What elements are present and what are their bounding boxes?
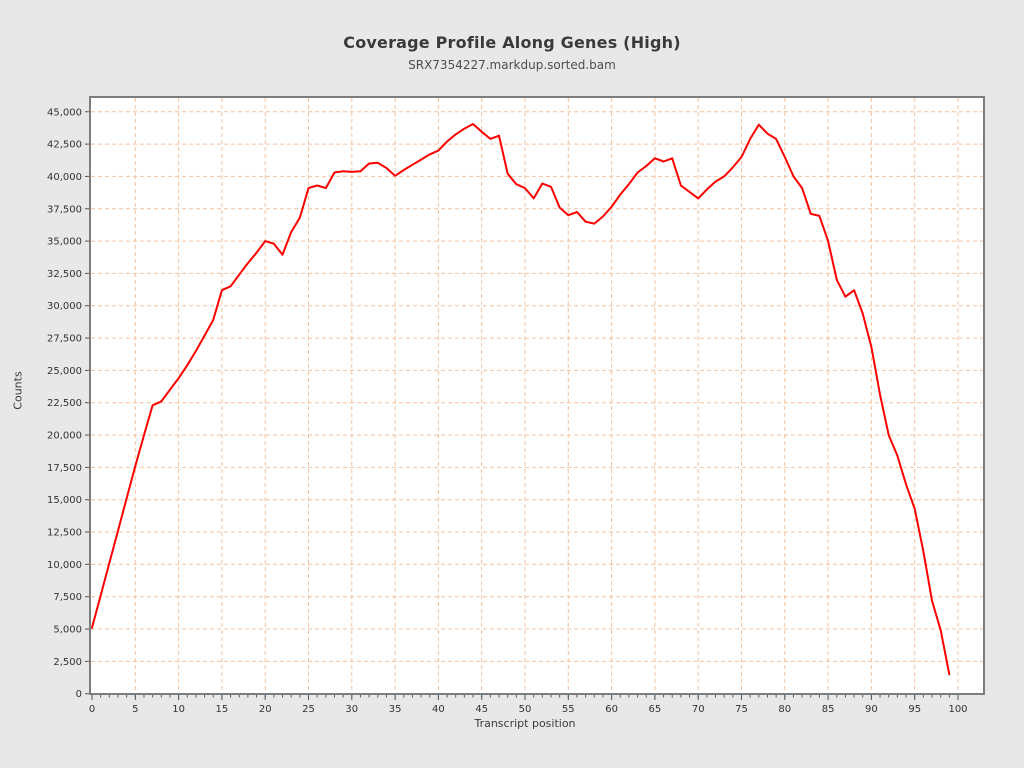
chart-title: Coverage Profile Along Genes (High)	[343, 33, 681, 52]
y-tick-label: 42,500	[47, 140, 82, 151]
x-tick-label: 90	[865, 704, 878, 715]
y-tick-label: 12,500	[47, 528, 82, 539]
y-tick-label: 37,500	[47, 204, 82, 215]
y-tick-label: 35,000	[47, 237, 82, 248]
y-tick-label: 10,000	[47, 560, 82, 571]
y-tick-label: 5,000	[53, 625, 82, 636]
y-tick-label: 27,500	[47, 334, 82, 345]
x-tick-label: 100	[948, 704, 967, 715]
x-tick-label: 35	[389, 704, 402, 715]
x-tick-label: 5	[132, 704, 138, 715]
y-tick-label: 7,500	[53, 592, 82, 603]
coverage-line	[91, 123, 951, 676]
x-axis-ticks	[91, 695, 959, 700]
x-tick-label: 30	[345, 704, 358, 715]
x-tick-label: 20	[259, 704, 272, 715]
y-axis-ticks	[85, 111, 89, 695]
y-tick-label: 32,500	[47, 269, 82, 280]
y-tick-label: 45,000	[47, 107, 82, 118]
y-tick-label: 17,500	[47, 463, 82, 474]
x-axis-label: Transcript position	[474, 717, 576, 730]
y-tick-label: 22,500	[47, 398, 82, 409]
chart-subtitle: SRX7354227.markdup.sorted.bam	[408, 58, 616, 72]
x-tick-label: 55	[562, 704, 575, 715]
x-tick-label: 50	[519, 704, 532, 715]
y-tick-label: 25,000	[47, 366, 82, 377]
x-tick-label: 25	[302, 704, 315, 715]
x-tick-label: 45	[475, 704, 488, 715]
x-tick-label: 70	[692, 704, 705, 715]
x-tick-label: 40	[432, 704, 445, 715]
x-tick-label: 85	[822, 704, 835, 715]
grid-lines	[91, 98, 983, 693]
y-axis-label: Counts	[11, 371, 25, 410]
y-tick-label: 40,000	[47, 172, 82, 183]
x-tick-label: 0	[89, 704, 95, 715]
y-tick-labels: 0 2,500 5,000 7,500 10,000 12,500 15,000 17,500…	[47, 107, 82, 700]
plot-area	[89, 96, 985, 695]
x-tick-label: 95	[908, 704, 921, 715]
x-tick-label: 60	[605, 704, 618, 715]
x-tick-label: 80	[778, 704, 791, 715]
y-tick-label: 20,000	[47, 431, 82, 442]
y-tick-label: 15,000	[47, 495, 82, 506]
x-tick-label: 65	[649, 704, 662, 715]
x-tick-label: 10	[172, 704, 185, 715]
x-tick-label: 15	[216, 704, 229, 715]
y-tick-label: 0	[76, 689, 82, 700]
x-tick-labels: 0 5 10 15 20 25 30 35 40 45 50 55 60 65 70 75 80 85 90 95 10…	[89, 704, 968, 715]
y-tick-label: 30,000	[47, 301, 82, 312]
y-tick-label: 2,500	[53, 657, 82, 668]
x-tick-label: 75	[735, 704, 748, 715]
